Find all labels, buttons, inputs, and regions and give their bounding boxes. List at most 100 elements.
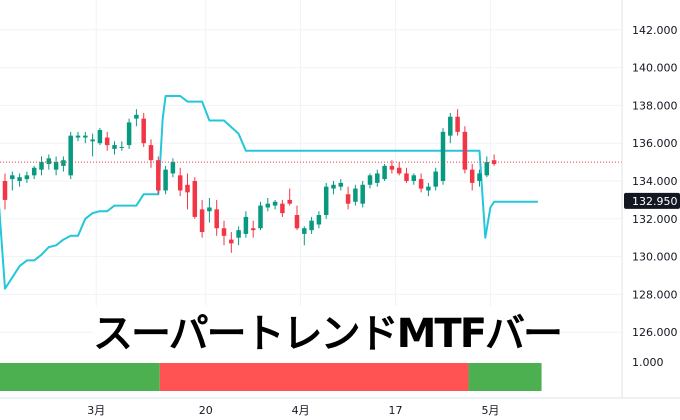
price-tick-label: 134.000 bbox=[632, 175, 678, 188]
candle-body bbox=[134, 114, 139, 119]
candle-body bbox=[491, 160, 497, 164]
supertrend-line bbox=[0, 95, 538, 290]
candle-19 bbox=[141, 112, 146, 147]
candle-body bbox=[141, 118, 146, 144]
candle-body bbox=[17, 177, 22, 181]
candle-body bbox=[83, 135, 88, 138]
candle-body bbox=[10, 175, 15, 180]
lower-pane-label: 1.000 bbox=[632, 356, 664, 369]
candle-44 bbox=[323, 182, 329, 219]
candle-61 bbox=[448, 112, 453, 144]
candle-body bbox=[68, 135, 73, 176]
candle-body bbox=[243, 216, 249, 234]
candle-1 bbox=[10, 171, 15, 191]
candle-14 bbox=[104, 131, 110, 151]
candle-9 bbox=[68, 131, 73, 180]
price-axis[interactable]: 126.000 128.000 130.000 132.000 134.000 136.0… bbox=[621, 0, 680, 398]
supertrend-polyline bbox=[0, 95, 538, 290]
candle-59 bbox=[433, 167, 438, 191]
grid-lines bbox=[0, 0, 622, 360]
candle-10 bbox=[75, 131, 81, 142]
candle-body bbox=[163, 169, 168, 191]
candle-7 bbox=[53, 156, 59, 176]
candle-21 bbox=[156, 156, 161, 195]
mtf-segment-up-0 bbox=[0, 363, 160, 391]
candle-body bbox=[199, 209, 205, 233]
price-tick-label: 128.000 bbox=[632, 288, 678, 301]
time-axis[interactable]: 3月 20 4月 17 5月 bbox=[0, 397, 680, 417]
candle-47 bbox=[345, 186, 351, 210]
candle-62 bbox=[455, 109, 460, 136]
candle-17 bbox=[126, 118, 132, 149]
candle-body bbox=[90, 139, 95, 142]
price-tick-label: 140.000 bbox=[632, 62, 678, 75]
candle-32 bbox=[236, 226, 241, 246]
candle-body bbox=[426, 186, 431, 191]
candle-16 bbox=[119, 141, 125, 151]
candle-66 bbox=[484, 156, 490, 178]
candle-46 bbox=[338, 179, 344, 191]
candle-body bbox=[192, 181, 198, 217]
candle-3 bbox=[24, 171, 30, 183]
price-tick-label: 132.000 bbox=[632, 213, 678, 226]
candle-39 bbox=[287, 188, 292, 206]
candle-2 bbox=[17, 173, 22, 187]
candle-37 bbox=[272, 199, 278, 210]
candle-28 bbox=[207, 198, 212, 223]
candle-51 bbox=[375, 169, 380, 187]
candle-body bbox=[345, 194, 351, 204]
candle-27 bbox=[199, 199, 205, 238]
candle-26 bbox=[192, 177, 198, 219]
time-tick-label: 5月 bbox=[481, 404, 499, 417]
candle-38 bbox=[280, 199, 285, 217]
candle-15 bbox=[112, 141, 117, 155]
candle-body bbox=[170, 162, 176, 174]
candle-49 bbox=[360, 181, 365, 208]
candle-body bbox=[177, 175, 183, 191]
candle-52 bbox=[382, 163, 387, 181]
candle-40 bbox=[294, 205, 300, 231]
candle-body bbox=[462, 131, 468, 170]
candle-body bbox=[389, 165, 395, 170]
candle-body bbox=[316, 215, 322, 225]
candle-body bbox=[382, 165, 387, 180]
price-tick-label: 138.000 bbox=[632, 99, 678, 112]
candlesticks bbox=[2, 109, 497, 253]
current-price-label: 132.950 bbox=[632, 195, 678, 208]
candle-55 bbox=[404, 167, 409, 183]
candle-48 bbox=[353, 184, 358, 206]
candle-50 bbox=[367, 173, 373, 189]
candle-body bbox=[119, 146, 125, 148]
candle-body bbox=[97, 129, 103, 144]
mtf-trend-bar bbox=[0, 363, 542, 391]
candle-body bbox=[367, 175, 373, 185]
candle-58 bbox=[426, 182, 431, 197]
candle-13 bbox=[97, 128, 103, 146]
candle-54 bbox=[396, 162, 402, 176]
time-tick-label: 4月 bbox=[292, 404, 310, 417]
candle-67 bbox=[491, 154, 497, 166]
candle-body bbox=[75, 135, 81, 138]
candle-body bbox=[250, 228, 256, 231]
candle-body bbox=[24, 175, 30, 180]
candle-42 bbox=[309, 216, 314, 234]
candle-body bbox=[104, 137, 110, 146]
candle-body bbox=[258, 205, 263, 229]
candle-body bbox=[309, 220, 314, 231]
candle-body bbox=[294, 215, 300, 229]
candle-25 bbox=[185, 173, 190, 210]
candle-24 bbox=[177, 167, 183, 197]
current-price-tag bbox=[624, 192, 680, 209]
candle-63 bbox=[462, 126, 468, 174]
candle-body bbox=[477, 173, 482, 181]
candle-body bbox=[331, 184, 336, 189]
candle-body bbox=[61, 160, 66, 166]
chart-caption: スーパートレンドMTFバー bbox=[93, 306, 563, 362]
candle-body bbox=[440, 131, 446, 181]
candle-0 bbox=[2, 173, 8, 210]
price-tick-label: 130.000 bbox=[632, 251, 678, 264]
candle-body bbox=[46, 158, 52, 164]
candle-22 bbox=[163, 165, 168, 195]
candle-65 bbox=[477, 169, 482, 187]
